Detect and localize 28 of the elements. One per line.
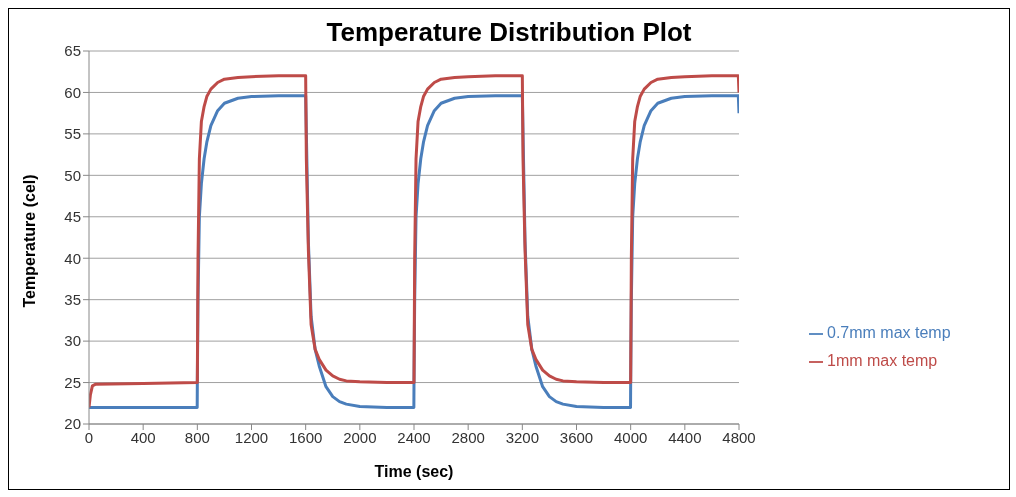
y-tick-label: 50 <box>64 166 81 184</box>
y-tick-label: 20 <box>64 415 81 433</box>
x-tick-label: 0 <box>84 428 94 446</box>
y-tick-label: 40 <box>64 249 81 267</box>
y-tick-label: 60 <box>64 83 81 101</box>
y-tick-label: 55 <box>64 125 81 143</box>
x-tick-label: 800 <box>184 428 210 446</box>
y-tick-label: 65 <box>64 42 81 60</box>
x-tick-label: 4400 <box>668 428 702 446</box>
legend-label: 0.7mm max temp <box>827 324 951 341</box>
x-tick-label: 1600 <box>288 428 323 446</box>
x-tick-label: 4000 <box>613 428 648 446</box>
chart-title: Temperature Distribution Plot <box>326 17 692 47</box>
x-tick-label: 2000 <box>343 428 377 446</box>
x-tick-label: 1200 <box>234 428 269 446</box>
y-tick-label: 25 <box>64 373 81 391</box>
x-tick-label: 2400 <box>397 428 431 446</box>
x-tick-label: 2800 <box>451 428 485 446</box>
y-tick-label: 30 <box>64 332 81 350</box>
y-tick-label: 35 <box>64 290 81 308</box>
x-tick-label: 3600 <box>559 428 594 446</box>
y-axis-title: Temperature (cel) <box>20 174 38 308</box>
x-tick-label: 400 <box>130 428 156 446</box>
legend-label: 1mm max temp <box>827 352 938 369</box>
y-tick-label: 45 <box>64 208 81 226</box>
x-tick-label: 4800 <box>722 428 756 446</box>
x-axis-title: Time (sec) <box>374 463 454 480</box>
x-tick-label: 3200 <box>505 428 540 446</box>
